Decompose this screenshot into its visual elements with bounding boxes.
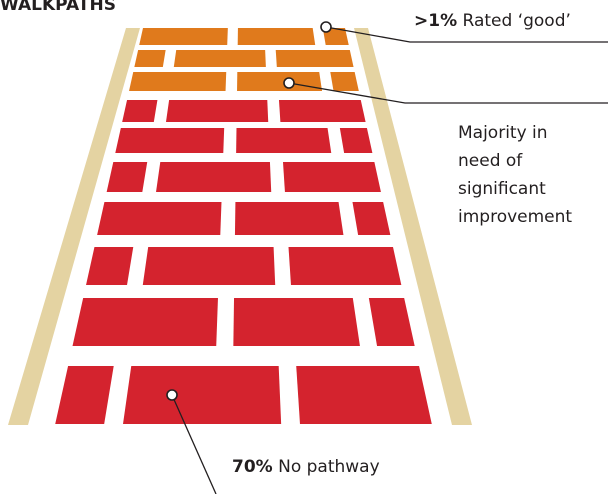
brick xyxy=(235,202,344,235)
brick xyxy=(174,50,266,67)
brick xyxy=(129,72,226,91)
callout-label: No pathway xyxy=(278,457,380,477)
brick xyxy=(156,162,271,192)
brick xyxy=(233,298,360,346)
brick xyxy=(236,128,331,153)
brick xyxy=(237,72,322,91)
callout-value: >1% xyxy=(414,11,457,31)
callout-line: improvement xyxy=(458,207,572,227)
brick xyxy=(73,298,218,346)
callout-line: need of xyxy=(458,151,523,171)
infographic: WALKPATHS >1% Rated ‘good’ Majority in n… xyxy=(0,0,608,494)
brick xyxy=(276,50,354,67)
callout-none: 70% No pathway xyxy=(232,457,380,477)
callout-value: 70% xyxy=(232,457,273,477)
brick xyxy=(122,100,157,122)
brick xyxy=(283,162,381,192)
brick xyxy=(86,247,133,285)
brick xyxy=(238,28,316,45)
title: WALKPATHS xyxy=(0,0,116,15)
brick xyxy=(352,202,390,235)
brick xyxy=(166,100,268,122)
brick xyxy=(296,366,432,424)
brick xyxy=(97,202,221,235)
brick xyxy=(134,50,165,67)
callout-good: >1% Rated ‘good’ xyxy=(414,11,571,31)
brick xyxy=(340,128,373,153)
brick xyxy=(330,72,359,91)
brick xyxy=(143,247,275,285)
callout-label: Rated ‘good’ xyxy=(463,11,571,31)
brick xyxy=(107,162,148,192)
brick xyxy=(115,128,224,153)
callout-line: significant xyxy=(458,179,546,199)
brick xyxy=(279,100,366,122)
brick xyxy=(139,28,228,45)
callout-line: Majority in xyxy=(458,123,548,143)
brick xyxy=(369,298,415,346)
brick xyxy=(123,366,281,424)
brick xyxy=(289,247,402,285)
brick xyxy=(55,366,113,424)
